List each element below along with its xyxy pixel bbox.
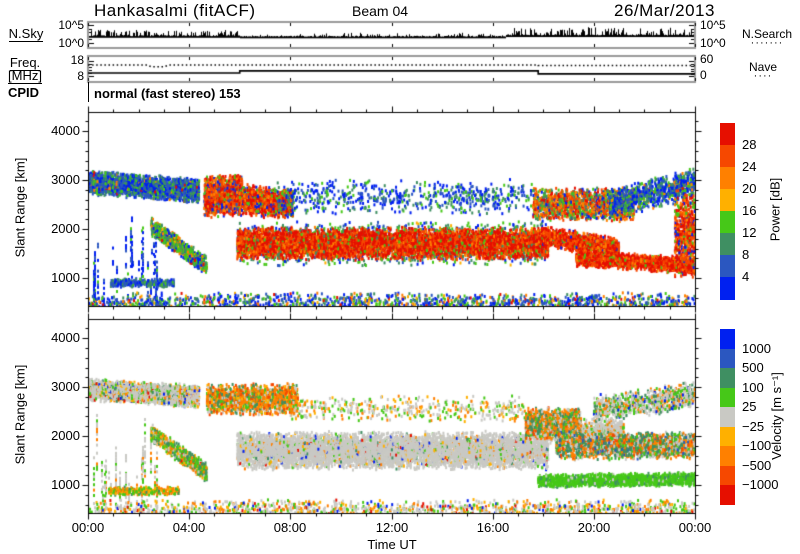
power-colorbar-segment — [720, 277, 735, 300]
velocity-colorbar-segment — [720, 465, 735, 486]
nsky-panel-label: N.Sky — [8, 26, 44, 42]
time-tick-label: 08:00 — [273, 520, 307, 535]
velocity-colorbar-segment — [720, 485, 735, 506]
freq-left-tick-bottom: 8 — [77, 69, 84, 83]
power-colorbar-segment — [720, 145, 735, 168]
power-colorbar-segment — [720, 211, 735, 234]
cpid-label: CPID — [8, 85, 40, 100]
nave-right-tick-top: 60 — [700, 52, 714, 66]
power-colorbar-tick-label: 16 — [742, 203, 757, 218]
velocity-colorbar-segment — [720, 329, 735, 350]
power-colorbar-unit-label: Power [dB] — [767, 177, 783, 242]
nsky-right-tick-bottom: 10^0 — [700, 36, 726, 50]
power-colorbar-tick-label: 12 — [742, 225, 757, 240]
velocity-rti-chart — [80, 311, 703, 521]
velocity-colorbar-segment — [720, 407, 735, 428]
freq-nave-chart — [82, 50, 701, 88]
velocity-range-tick-label: 2000 — [51, 428, 80, 443]
velocity-colorbar-tick-label: −100 — [742, 438, 772, 454]
power-rti-chart — [80, 104, 703, 314]
radar-title: Hankasalmi (fitACF) — [94, 1, 256, 20]
velocity-range-tick-label: 4000 — [51, 330, 80, 345]
velocity-colorbar-tick-label: 500 — [742, 360, 764, 376]
power-yaxis-label: Slant Range [km] — [12, 157, 28, 258]
power-colorbar-segment — [720, 167, 735, 190]
power-colorbar-tick-label: 4 — [742, 269, 750, 284]
power-colorbar-tick-label: 28 — [742, 137, 757, 152]
nave-right-tick-bottom: 0 — [700, 68, 707, 82]
power-range-tick-label: 3000 — [51, 172, 80, 187]
velocity-colorbar-segment — [720, 387, 735, 408]
velocity-colorbar-tick-label: 25 — [742, 399, 757, 415]
beam-label: Beam 04 — [352, 3, 409, 19]
power-colorbar-segment — [720, 123, 735, 146]
power-range-tick-label: 1000 — [51, 270, 80, 285]
nave-legend-label: Nave — [748, 60, 777, 74]
power-colorbar-segment — [720, 189, 735, 212]
time-tick-label: 04:00 — [172, 520, 206, 535]
velocity-colorbar-tick-label: −25 — [742, 418, 765, 434]
velocity-colorbar-segment — [720, 426, 735, 447]
time-tick-label: 00:00 — [71, 520, 105, 535]
power-colorbar-tick-label: 20 — [742, 181, 757, 196]
cpid-axis-tick — [88, 82, 89, 102]
velocity-colorbar-segment — [720, 446, 735, 467]
date-label: 26/Mar/2013 — [614, 1, 715, 20]
nsky-left-tick-top: 10^5 — [58, 18, 84, 32]
power-range-tick-label: 4000 — [51, 123, 80, 138]
velocity-yaxis-label: Slant Range [km] — [12, 364, 28, 465]
power-colorbar-segment — [720, 255, 735, 278]
velocity-colorbar-tick-label: −500 — [742, 457, 772, 473]
power-colorbar-tick-label: 24 — [742, 159, 757, 174]
freq-left-tick-top: 18 — [70, 53, 84, 67]
velocity-colorbar-tick-label: 1000 — [742, 340, 771, 356]
velocity-colorbar-segment — [720, 348, 735, 369]
nsky-left-tick-bottom: 10^0 — [58, 36, 84, 50]
time-tick-label: 12:00 — [375, 520, 409, 535]
power-colorbar-tick-label: 8 — [742, 247, 750, 262]
velocity-colorbar-tick-label: 100 — [742, 379, 764, 395]
time-tick-label: 16:00 — [476, 520, 510, 535]
velocity-colorbar-segment — [720, 368, 735, 389]
nsearch-linestyle-dots-icon: ······· — [750, 37, 784, 49]
nsky-noise-chart — [82, 16, 701, 54]
freq-panel-label-line1: Freq. — [9, 55, 41, 71]
velocity-range-tick-label: 3000 — [51, 379, 80, 394]
time-tick-label: 00:00 — [678, 520, 712, 535]
freq-panel-label-line2: [MHz] — [8, 68, 42, 84]
power-colorbar-segment — [720, 233, 735, 256]
velocity-colorbar-unit-label: Velocity [m s⁻¹] — [769, 372, 784, 460]
time-axis-title: Time UT — [367, 537, 417, 552]
time-tick-label: 20:00 — [577, 520, 611, 535]
velocity-range-tick-label: 1000 — [51, 477, 80, 492]
nave-linestyle-dots-icon: ···· — [753, 70, 773, 82]
cpid-value: normal (fast stereo) 153 — [94, 86, 241, 101]
nsearch-legend-label: N.Search — [741, 27, 793, 41]
power-range-tick-label: 2000 — [51, 221, 80, 236]
nsky-right-tick-top: 10^5 — [700, 18, 726, 32]
velocity-colorbar-tick-label: −1000 — [742, 477, 779, 493]
